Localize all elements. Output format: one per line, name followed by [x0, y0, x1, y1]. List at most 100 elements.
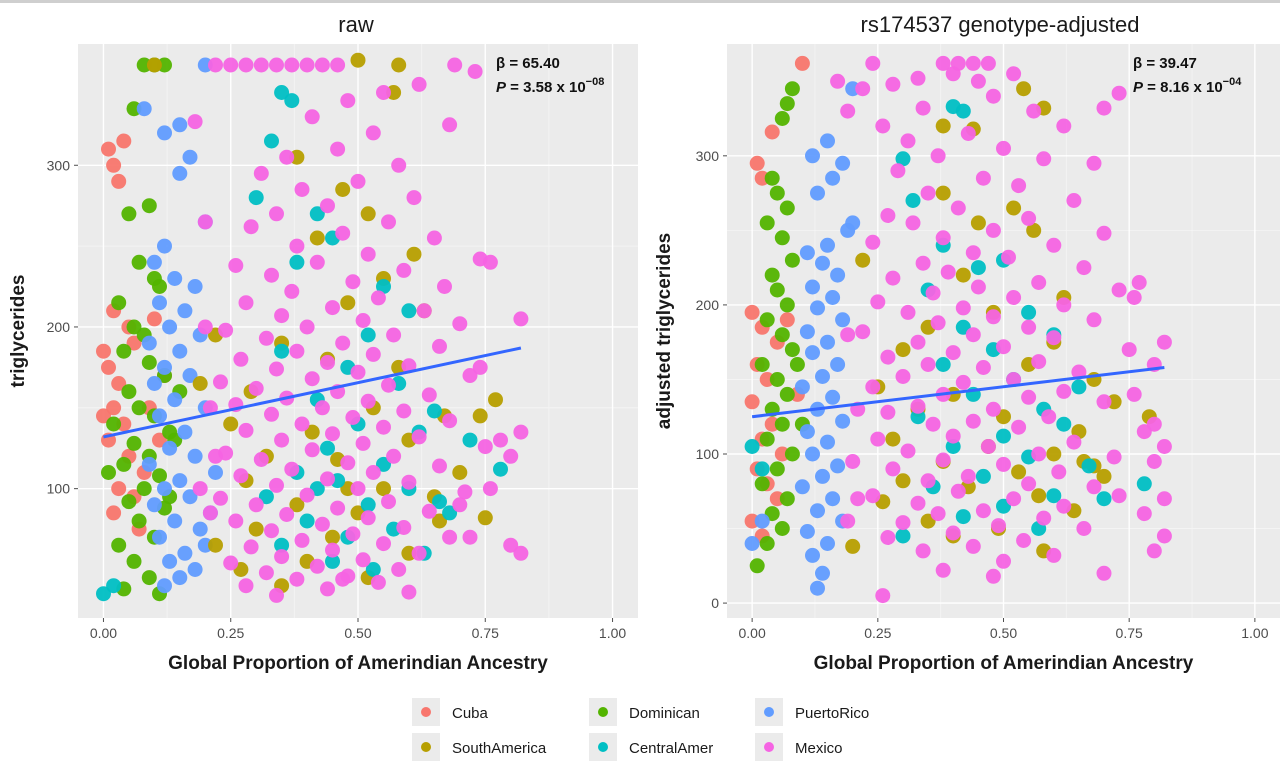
point-mexico [345, 274, 361, 290]
legend-key-dot [421, 742, 431, 752]
point-mexico [320, 471, 335, 487]
point-mexico [1131, 275, 1147, 290]
point-dominican [784, 252, 800, 268]
point-dominican [774, 416, 790, 432]
point-mexico [935, 55, 951, 71]
point-mexico [910, 398, 926, 414]
point-mexico [330, 57, 346, 73]
point-puertorico [810, 580, 825, 596]
point-mexico [345, 410, 361, 425]
point-dominican [759, 431, 775, 447]
point-mexico [1056, 297, 1072, 313]
point-puertorico [187, 448, 203, 464]
point-mexico [381, 494, 396, 510]
p-value-mantissa: = 3.58 x 10 [506, 79, 586, 96]
point-puertorico [810, 503, 825, 519]
point-mexico [493, 432, 508, 448]
point-southamerica [192, 376, 208, 391]
point-mexico [1111, 85, 1127, 101]
x-axis-title: Global Proportion of Amerindian Ancestry [814, 653, 1194, 674]
point-southamerica [304, 424, 320, 440]
point-centralamer [284, 93, 300, 109]
point-puertorico [820, 536, 835, 551]
point-dominican [754, 476, 770, 492]
point-southamerica [845, 538, 861, 554]
point-mexico [269, 587, 284, 603]
x-tick-label: 0.75 [472, 625, 499, 641]
point-mexico [335, 571, 351, 587]
point-cuba [106, 505, 122, 521]
point-mexico [248, 380, 264, 396]
point-southamerica [452, 465, 468, 480]
point-mexico [299, 487, 315, 503]
x-tick-label: 0.75 [1116, 625, 1143, 641]
point-mexico [442, 413, 458, 429]
point-mexico [294, 416, 310, 432]
point-mexico [1011, 419, 1027, 435]
point-centralamer [754, 461, 770, 477]
legend-key-dot [764, 742, 774, 752]
point-puertorico [820, 237, 835, 253]
point-mexico [258, 565, 274, 581]
point-centralamer [274, 85, 290, 100]
point-cuba [101, 141, 116, 157]
legend-item-puertorico: PuertoRico [755, 698, 869, 726]
point-mexico [1001, 249, 1016, 265]
point-centralamer [910, 409, 926, 425]
point-mexico [432, 458, 447, 474]
point-mexico [309, 254, 325, 270]
point-puertorico [744, 536, 760, 551]
point-mexico [1111, 488, 1127, 504]
point-mexico [340, 93, 356, 109]
point-mexico [945, 428, 961, 444]
point-dominican [152, 279, 167, 294]
point-puertorico [152, 408, 167, 424]
p-value-annotation: P = 3.58 x 10−08 [496, 76, 604, 96]
point-puertorico [182, 149, 198, 165]
point-centralamer [1081, 458, 1097, 474]
point-mexico [370, 574, 386, 590]
point-mexico [840, 327, 856, 343]
point-mexico [202, 400, 218, 416]
point-centralamer [401, 303, 417, 319]
point-mexico [1136, 506, 1152, 522]
point-puertorico [172, 570, 188, 586]
point-southamerica [955, 267, 971, 283]
point-puertorico [825, 290, 841, 305]
point-puertorico [157, 481, 172, 497]
point-mexico [213, 490, 228, 506]
point-mexico [996, 339, 1011, 355]
point-mexico [386, 327, 402, 343]
point-centralamer [258, 489, 274, 505]
point-mexico [930, 315, 946, 331]
point-southamerica [1031, 488, 1047, 504]
point-dominican [126, 435, 142, 451]
point-mexico [865, 234, 881, 250]
point-mexico [1096, 100, 1112, 116]
p-value-exponent: −08 [586, 76, 605, 88]
point-dominican [126, 553, 142, 569]
point-mexico [284, 283, 300, 299]
point-mexico [925, 416, 941, 432]
point-puertorico [810, 300, 825, 316]
p-value-mantissa: = 8.16 x 10 [1143, 79, 1223, 96]
point-mexico [1026, 103, 1042, 119]
point-mexico [233, 468, 249, 484]
point-puertorico [146, 254, 162, 270]
point-mexico [360, 510, 376, 526]
point-mexico [279, 507, 295, 522]
point-centralamer [905, 193, 921, 208]
p-symbol: P [1133, 79, 1144, 96]
x-tick-label: 0.50 [344, 625, 371, 641]
point-mexico [1036, 151, 1052, 167]
point-mexico [920, 357, 936, 372]
x-tick-label: 0.00 [739, 625, 766, 641]
point-southamerica [376, 481, 391, 497]
point-puertorico [825, 491, 841, 507]
point-puertorico [799, 424, 815, 440]
point-mexico [299, 319, 315, 335]
point-mexico [1126, 290, 1142, 305]
point-southamerica [895, 342, 911, 358]
point-mexico [396, 520, 412, 535]
